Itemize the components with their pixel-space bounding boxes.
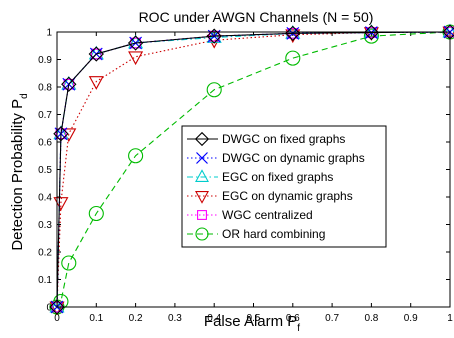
data-point-diamond-marker [363,24,380,41]
x-tick-label: 0.5 [247,313,261,324]
x-tick-label: 0 [54,313,60,324]
legend-label: EGC on dynamic graphs [222,189,353,203]
legend-label: DWGC on dynamic graphs [222,151,365,165]
x-tick-label: 0.3 [168,313,182,324]
y-tick-label: 0.5 [38,165,52,176]
legend-item: DWGC on fixed graphs [187,131,345,147]
y-tick-label: 0 [46,303,52,314]
y-tick-label: 0.3 [38,220,52,231]
data-point-circle-marker [363,28,379,44]
series-line [56,31,451,308]
data-point-diamond-marker [88,46,104,62]
data-point-circle-marker [195,227,209,241]
legend-item: EGC on fixed graphs [187,169,333,184]
y-tick-label: 0.9 [38,55,52,66]
y-tick-label: 0.8 [38,83,52,94]
legend-label: OR hard combining [222,227,325,241]
legend-box [181,125,387,248]
data-point-diamond-marker [285,25,301,42]
x-tick-label: 0.8 [364,313,378,324]
plot-frame [56,31,451,308]
data-point-square-marker [63,78,75,90]
y-tick-label: 0.6 [38,138,52,149]
data-point-circle-marker [88,205,104,222]
legend-label: WGC centralized [222,208,313,222]
x-tick-label: 0.6 [286,313,300,324]
x-tick-label: 0.1 [89,313,103,324]
x-tick-label: 0.9 [404,313,418,324]
x-axis-label: False Alarm Pf [204,313,300,334]
y-tick-label: 1 [46,28,52,39]
y-tick-label: 0.4 [38,193,52,204]
series-line [56,31,451,308]
legend-item: DWGC on dynamic graphs [187,151,365,165]
data-point-diamond-marker [127,35,144,51]
data-point-triangle-down-marker [195,191,209,204]
data-point-circle-marker [128,148,144,164]
y-axis-label-subscript: d [19,93,30,99]
x-axis-label-subscript: f [297,323,300,334]
y-axis-label-main: Detection Probability P [9,99,26,251]
data-point-diamond-marker [61,76,77,92]
x-axis-label-main: False Alarm P [204,313,297,330]
chart-title: ROC under AWGN Channels (N = 50) [139,9,374,25]
legend-label: DWGC on fixed graphs [222,132,345,146]
y-tick-label: 0.1 [38,275,52,286]
x-tick-label: 0.2 [129,313,143,324]
data-point-diamond-marker [206,28,222,44]
data-point-square-marker [197,210,207,220]
data-point-diamond-marker [194,131,210,147]
x-tick-label: 0.7 [325,313,339,324]
data-point-circle-marker [206,82,222,98]
data-point-triangle-down-marker [88,76,104,90]
axis-ticks: 0 0.1 0.2 0.3 0.4 0.5 0.6 0.7 0.8 0.9 1 0 0.1 0.2 0.3 0… [38,28,453,325]
legend-item: EGC on dynamic graphs [187,189,353,204]
data-point-x-marker [196,152,208,164]
y-tick-label: 0.7 [38,110,52,121]
y-tick-label: 0.2 [38,248,52,259]
legend-item: WGC centralized [187,208,313,222]
data-point-circle-marker [53,293,69,310]
data-point-circle-marker [285,50,301,66]
data-point-triangle-down-marker [128,51,144,66]
data-point-diamond-marker [49,299,65,315]
data-point-square-marker [90,48,102,60]
y-axis-label: Detection Probability Pd [9,93,30,250]
x-tick-label: 1 [447,313,453,324]
data-point-circle-marker [61,255,77,271]
data-point-triangle-up-marker [195,169,209,182]
x-tick-label: 0.4 [207,313,221,324]
legend-item: OR hard combining [187,227,325,241]
legend-label: EGC on fixed graphs [222,170,333,184]
data-point-triangle-down-marker [53,197,69,211]
legend: DWGC on fixed graphs DWGC on dynamic grap… [181,125,387,248]
series-layer [49,23,454,316]
series-0 [49,24,454,315]
data-point-diamond-marker [53,126,69,142]
